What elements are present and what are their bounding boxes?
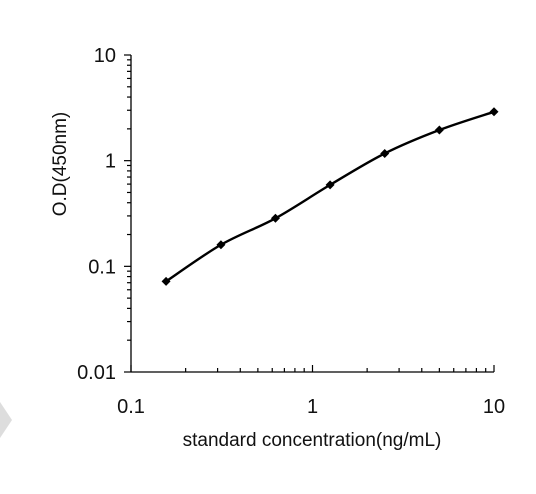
x-axis-ticks <box>130 365 495 372</box>
data-point-marker <box>216 240 226 250</box>
y-tick-label: 0.01 <box>77 362 116 384</box>
series-line <box>165 110 495 283</box>
y-tick-label: 1 <box>105 151 116 173</box>
x-tick-labels: 0.1 1 10 <box>117 396 505 418</box>
data-point-marker <box>325 180 335 190</box>
data-point-marker <box>270 213 280 223</box>
data-point-marker <box>380 148 390 158</box>
data-point-marker <box>161 276 171 286</box>
x-tick-label: 1 <box>307 396 318 418</box>
y-tick-labels: 0.01 0.1 1 10 <box>77 45 116 384</box>
y-axis-title: O.D(450nm) <box>50 112 71 217</box>
series-markers <box>161 107 499 286</box>
data-point-marker <box>489 107 499 117</box>
x-axis-title: standard concentration(ng/mL) <box>183 430 442 451</box>
y-axis-ticks <box>124 54 131 373</box>
data-point-marker <box>434 125 444 135</box>
y-tick-label: 0.1 <box>88 256 116 278</box>
y-tick-label: 10 <box>94 45 116 67</box>
x-tick-label: 0.1 <box>117 396 145 418</box>
x-tick-label: 10 <box>483 396 505 418</box>
corner-arrow-icon <box>0 402 12 438</box>
